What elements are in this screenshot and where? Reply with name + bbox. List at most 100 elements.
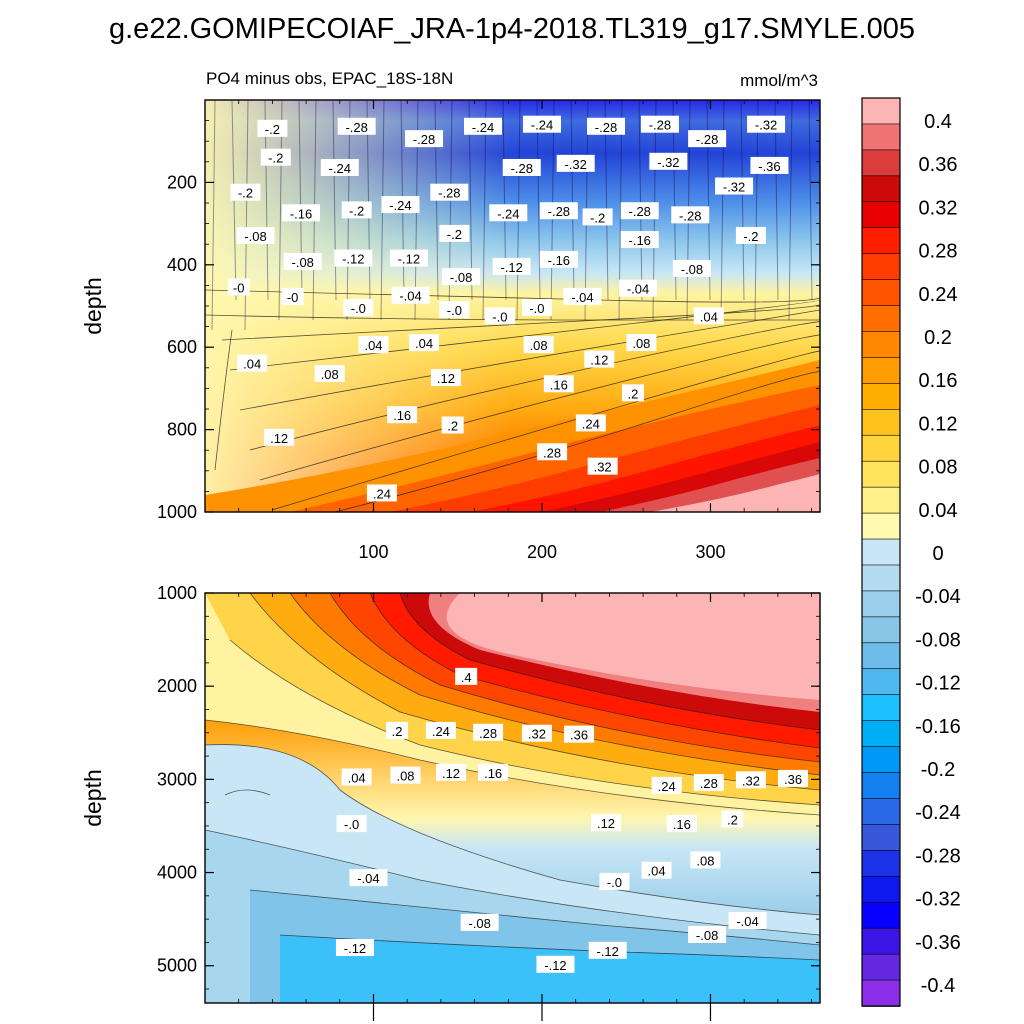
contour-label-box (563, 287, 602, 305)
contour-label-box (283, 252, 322, 270)
contour-label-text: -.12 (596, 944, 618, 959)
upper-contour-label: -.24 (489, 204, 528, 222)
contour-label-box (599, 872, 630, 890)
contour-label-text: .08 (396, 769, 414, 784)
colorbar-swatch (861, 694, 901, 722)
upper-band-040 (650, 474, 820, 512)
contour-label-text: .16 (393, 408, 411, 423)
lower-axis-ticks: 1000 2000 3000 4000 5000 (157, 583, 820, 1021)
upper-y-tick-label: 600 (167, 337, 197, 357)
contour-label-text: -.04 (571, 290, 593, 305)
upper-contour-label: -.36 (750, 156, 789, 174)
contour-label-text: -.2 (590, 210, 605, 225)
contour-label-box (442, 268, 481, 286)
contour-label-text: -.0 (492, 309, 507, 324)
contour-label-box (336, 815, 367, 833)
upper-contour-label: .08 (314, 364, 345, 382)
contour-label-box (621, 384, 644, 402)
contour-label-text: -.04 (399, 289, 421, 304)
contour-label-text: -.08 (244, 229, 266, 244)
upper-contour-label: -.2 (230, 183, 261, 201)
lower-contour-label: .16 (666, 815, 697, 833)
contour-label-text: .12 (270, 431, 288, 446)
contour-label-text: -.24 (472, 120, 494, 135)
contour-label-box (747, 115, 786, 133)
contour-label-text: -.2 (265, 122, 280, 137)
contour-label-box (587, 457, 618, 475)
upper-contour-label: -.08 (236, 226, 275, 244)
contour-label-box (484, 307, 515, 325)
contour-label-text: -.28 (649, 118, 671, 133)
contour-label-text: -.24 (497, 206, 519, 221)
colorbar-swatch (861, 668, 901, 696)
contour-label-text: .24 (432, 724, 450, 739)
lower-contour-label: -.12 (536, 955, 575, 973)
colorbar-label: 0.16 (919, 370, 958, 392)
contour-label-box (521, 299, 552, 317)
lower-contour-label: .4 (455, 667, 478, 685)
colorbar-swatch (861, 538, 901, 566)
contour-label-box (341, 768, 372, 786)
contour-label-text: .12 (590, 353, 608, 368)
contour-label-text: .4 (461, 670, 472, 685)
colorbar-label: 0.2 (924, 327, 952, 349)
contour-label-box (543, 375, 574, 393)
colorbar-swatch (861, 175, 901, 203)
contour-label-box (391, 286, 430, 304)
colorbar-label: -0.16 (915, 716, 961, 738)
upper-contour-label: -.12 (492, 257, 531, 275)
contour-label-box (389, 249, 428, 267)
contour-label-box (587, 117, 626, 135)
upper-contour-label: .28 (537, 443, 568, 461)
lower-contour-label: .36 (564, 725, 595, 743)
upper-contour-label: -.16 (539, 250, 578, 268)
contour-label-text: -.2 (349, 203, 364, 218)
colorbar-label: 0.32 (919, 197, 958, 219)
colorbar-label: 0.12 (919, 413, 958, 435)
contour-label-box (455, 667, 478, 685)
contour-label-box (620, 231, 659, 249)
contour-label-box (721, 810, 744, 828)
contour-label-box (464, 117, 503, 135)
colorbar-label: -0.12 (915, 673, 961, 695)
contour-label-text: -.04 (627, 282, 649, 297)
colorbar-swatch (861, 798, 901, 826)
colorbar-swatch (861, 409, 901, 437)
colorbar-swatch (861, 720, 901, 748)
contour-label-text: -.0 (351, 301, 366, 316)
contour-label-box (575, 414, 606, 432)
contour-label-box (430, 183, 469, 201)
lower-contour-label: -.08 (460, 913, 499, 931)
upper-contour-field: -.2 -.28 -.28 -.24 -.24 -.28 -.28 -.28 -.32 -.2 -.… (205, 100, 820, 512)
colorbar-swatch (861, 927, 901, 955)
contour-label-text: -.28 (548, 204, 570, 219)
contour-label-box (281, 287, 304, 305)
contour-label-box (334, 249, 373, 267)
lower-plot-frame (204, 592, 821, 1004)
contour-label-text: -.16 (290, 206, 312, 221)
contour-label-text: -.36 (758, 159, 780, 174)
contour-label-box (582, 208, 613, 226)
contour-label-box (666, 815, 697, 833)
upper-contour-label: -.0 (439, 301, 470, 319)
upper-x-tick-label: 300 (695, 542, 725, 562)
upper-contour-label: -.04 (391, 286, 430, 304)
upper-contour-label: -.16 (282, 204, 321, 222)
contour-label-box (735, 771, 766, 789)
contour-label-text: .24 (658, 779, 676, 794)
contour-label-text: .08 (321, 367, 339, 382)
contour-label-text: .2 (727, 812, 738, 827)
contour-label-text: -.32 (723, 180, 745, 195)
lower-contour-label: -.04 (349, 869, 388, 887)
contour-label-box (282, 204, 321, 222)
colorbar-swatch (861, 901, 901, 929)
upper-contour-label: -.24 (464, 117, 503, 135)
upper-contour-label: -0 (227, 278, 250, 296)
contour-label-text: -.16 (629, 233, 651, 248)
contour-label-box (314, 364, 345, 382)
contour-label-box (539, 202, 578, 220)
upper-contour-label: -.32 (556, 154, 595, 172)
contour-label-box (778, 769, 809, 787)
colorbar-swatch (861, 486, 901, 514)
upper-contour-label: -.24 (381, 196, 420, 214)
